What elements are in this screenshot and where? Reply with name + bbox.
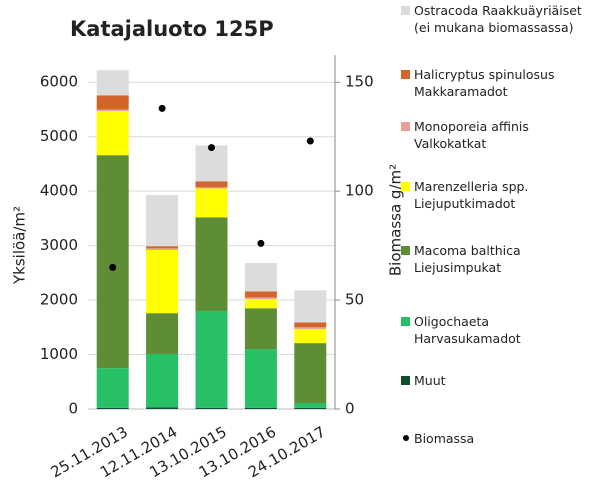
bar-segment: [244, 298, 277, 309]
chart-title: Katajaluoto 125P: [70, 17, 274, 41]
bar-segment: [294, 343, 327, 404]
bar-segment: [146, 194, 179, 247]
legend-label: Macoma balthica Liejusimpukat: [414, 243, 521, 275]
legend-entry: Macoma balthica Liejusimpukat: [401, 242, 592, 276]
legend-entry: Monoporeia affinis Valkokatkat: [401, 118, 592, 152]
bar-segment: [96, 155, 129, 369]
legend-label: Ostracoda Raakkuäyriäiset (ei mukana bio…: [414, 3, 582, 35]
biomass-point: [306, 137, 314, 145]
y-tick-label: 5000: [40, 127, 78, 145]
y-tick-label: 6000: [40, 73, 78, 91]
y2-axis-label: Biomassa g/m²: [387, 164, 405, 276]
bar-segment: [294, 290, 327, 323]
bar-segment: [96, 70, 129, 96]
y-tick-label: 4000: [40, 182, 78, 200]
legend-entry: Muut: [401, 372, 592, 389]
legend-swatch: [401, 6, 410, 15]
bar-segment: [294, 328, 327, 344]
legend-entry: Marenzelleria spp. Liejuputkimadot: [401, 178, 592, 212]
legend-swatch: [401, 182, 410, 191]
legend-swatch: [401, 376, 410, 385]
bar-segment: [96, 407, 129, 409]
bar-segment: [294, 327, 327, 329]
legend-label: Biomassa: [414, 431, 475, 446]
biomass-point: [109, 263, 117, 271]
legend-label: Marenzelleria spp. Liejuputkimadot: [414, 179, 529, 211]
legend-swatch: [401, 122, 410, 131]
legend-entry: Halicryptus spinulosus Makkaramadot: [401, 66, 592, 100]
bar-segment: [96, 95, 129, 110]
bar-segment: [244, 407, 277, 409]
y2-tick-label: 100: [345, 182, 374, 200]
bar-segment: [195, 310, 228, 408]
bar-segment: [146, 353, 179, 408]
y-tick-label: 2000: [40, 291, 78, 309]
bar-segment: [146, 248, 179, 250]
y2-tick-label: 0: [345, 400, 355, 418]
bar-segment: [96, 368, 129, 408]
bar-segment: [294, 403, 327, 408]
biomass-point: [257, 239, 265, 247]
bar-segment: [195, 217, 228, 311]
legend-swatch: [403, 435, 409, 441]
legend-entry: Ostracoda Raakkuäyriäiset (ei mukana bio…: [401, 2, 592, 36]
legend-swatch: [401, 317, 410, 326]
bar-segment: [195, 145, 228, 182]
y2-tick-label: 50: [345, 291, 364, 309]
legend-label: Oligochaeta Harvasukamadot: [414, 314, 521, 346]
y2-tick-label: 150: [345, 73, 374, 91]
legend-label: Muut: [414, 373, 446, 388]
bar-segment: [244, 297, 277, 299]
bar-segment: [244, 308, 277, 350]
bar-segment: [146, 246, 179, 249]
legend-swatch: [401, 70, 410, 79]
bar-segment: [96, 111, 129, 156]
legend-label: Monoporeia affinis Valkokatkat: [414, 119, 529, 151]
bar-segment: [146, 407, 179, 409]
bar-segment: [195, 181, 228, 188]
bar-segment: [195, 188, 228, 218]
legend-entry: Oligochaeta Harvasukamadot: [401, 313, 592, 347]
legend-label: Halicryptus spinulosus Makkaramadot: [414, 67, 555, 99]
bar-segment: [244, 291, 277, 298]
biomass-point: [208, 144, 215, 152]
y-tick-label: 0: [68, 400, 78, 418]
y-axis-label: Yksilöä/m²: [11, 206, 29, 285]
legend-entry: Biomassa: [403, 430, 592, 447]
bar-segment: [244, 263, 277, 292]
bar-segment: [96, 109, 129, 112]
legend-swatch: [401, 246, 410, 255]
bar-segment: [146, 313, 179, 354]
bar-segment: [244, 349, 277, 408]
y-tick-label: 3000: [40, 236, 78, 254]
bar-segment: [146, 249, 179, 314]
bar-segment: [195, 407, 228, 409]
bar-segment: [294, 322, 327, 328]
bar-segment: [294, 407, 327, 409]
y-tick-label: 1000: [40, 345, 78, 363]
biomass-point: [158, 104, 166, 112]
bar-segment: [195, 187, 228, 189]
